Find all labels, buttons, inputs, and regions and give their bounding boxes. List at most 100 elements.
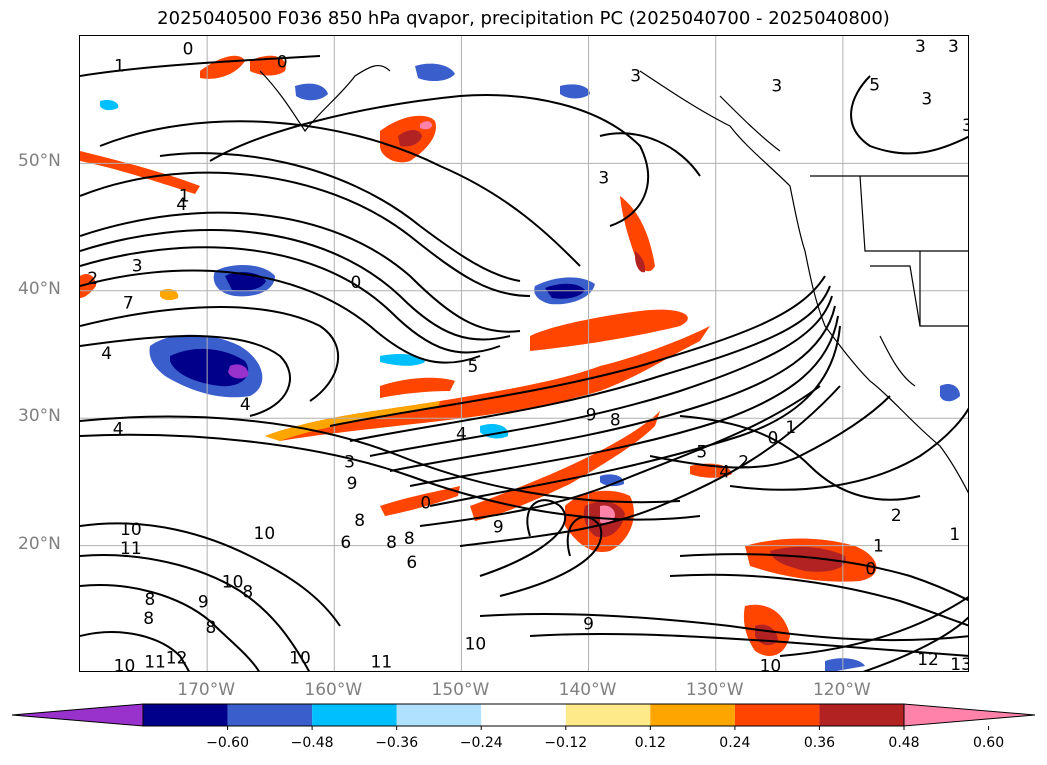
contour-value-label: 10 <box>289 649 311 669</box>
contour-value-label: 3 <box>132 256 143 276</box>
contour-value-label: 3 <box>948 37 959 57</box>
longitude-label: 170°W <box>177 680 236 700</box>
contour-value-label: 11 <box>120 539 142 559</box>
colorbar-extend-max <box>903 703 1036 727</box>
colorbar-tick-label: −0.36 <box>375 735 419 751</box>
contour-value-label: 9 <box>198 593 209 613</box>
colorbar-tick-label: −0.12 <box>544 735 588 751</box>
contour-value-label: 2 <box>738 453 749 473</box>
qvapor-contours <box>80 55 968 671</box>
contour-value-label: 5 <box>696 442 707 462</box>
colorbar-extend-min <box>11 703 144 727</box>
latitude-label: 40°N <box>18 278 61 299</box>
colorbar-segment <box>734 704 820 726</box>
longitude-label: 160°W <box>304 680 363 700</box>
contour-value-label: 9 <box>493 517 504 537</box>
contour-value-label: 0 <box>183 40 194 60</box>
contour-value-label: 12 <box>166 649 188 669</box>
map-canvas: 1001423740454439335333339854201211009888… <box>80 36 969 672</box>
longitude-label: 120°W <box>812 680 871 700</box>
contour-value-label: 3 <box>598 168 609 188</box>
colorbar-tick-label: −0.60 <box>206 735 249 751</box>
colorbar-tick-label: −0.24 <box>459 735 503 751</box>
contour-value-label: 3 <box>921 89 932 109</box>
contour-value-label: 6 <box>340 533 351 553</box>
contour-value-label: 4 <box>101 344 112 364</box>
colorbar-tick-label: −0.48 <box>290 735 334 751</box>
colorbar-segment <box>396 704 482 726</box>
contour-value-label: 1 <box>785 418 796 438</box>
contour-value-label: 4 <box>240 395 251 415</box>
contour-value-label: 4 <box>176 195 187 215</box>
contour-value-label: 1 <box>949 525 960 545</box>
contour-value-label: 6 <box>406 553 417 573</box>
colorbar-tick-label: 0.36 <box>803 735 836 751</box>
longitude-label: 130°W <box>685 680 744 700</box>
contour-value-label: 0 <box>865 560 876 580</box>
contour-value-label: 3 <box>344 453 355 473</box>
colorbar-segment <box>565 704 651 726</box>
contour-value-label: 3 <box>915 37 926 57</box>
colorbar-tick-label: 0.12 <box>634 735 666 751</box>
contour-value-label: 9 <box>586 405 597 425</box>
contour-value-label: 1 <box>114 56 125 76</box>
coastline <box>259 64 968 494</box>
colorbar-outline <box>142 703 905 727</box>
contour-value-label: 3 <box>771 77 782 97</box>
colorbar-tick-label: 0.48 <box>888 735 920 751</box>
colorbar-segment <box>312 704 397 726</box>
contour-value-label: 3 <box>962 116 969 136</box>
colorbar-segment <box>227 704 313 726</box>
contour-value-label: 9 <box>583 614 594 634</box>
contour-value-label: 10 <box>114 656 136 672</box>
contour-value-label: 4 <box>719 463 730 483</box>
precipitation-fills <box>80 55 960 671</box>
chart-title: 2025040500 F036 850 hPa qvapor, precipit… <box>157 8 890 29</box>
contour-value-label: 8 <box>354 511 365 531</box>
colorbar-segment <box>481 704 566 726</box>
contour-value-label: 1 <box>873 537 884 557</box>
colorbar-tick-label: 0.24 <box>719 735 751 751</box>
contour-value-label: 0 <box>420 493 431 513</box>
contour-value-label: 5 <box>869 75 880 95</box>
contour-value-label: 11 <box>144 653 166 672</box>
map-panel: 1001423740454439335333339854201211009888… <box>79 35 969 672</box>
contour-value-label: 13 <box>950 655 969 672</box>
contour-value-label: 1 <box>179 186 190 206</box>
contour-value-label: 5 <box>467 357 478 377</box>
contour-value-label: 8 <box>386 533 397 553</box>
contour-value-label: 11 <box>371 653 393 672</box>
contour-value-label: 0 <box>350 273 361 293</box>
contour-value-label: 8 <box>145 590 156 610</box>
colorbar <box>11 703 1036 730</box>
latitude-label: 50°N <box>18 151 61 172</box>
contour-labels: 1001423740454439335333339854201211009888… <box>87 37 969 672</box>
contour-value-label: 8 <box>610 410 621 430</box>
contour-value-label: 10 <box>465 635 487 655</box>
graticule <box>80 36 968 671</box>
contour-value-label: 3 <box>630 66 641 86</box>
latitude-label: 20°N <box>18 533 61 554</box>
contour-value-label: 2 <box>891 506 902 526</box>
contour-value-label: 12 <box>917 650 939 670</box>
contour-value-label: 8 <box>143 609 154 629</box>
contour-value-label: 7 <box>123 293 134 313</box>
colorbar-tick-label: 0.60 <box>972 735 1005 751</box>
contour-value-label: 10 <box>760 656 782 672</box>
contour-value-label: 10 <box>254 524 276 544</box>
contour-value-label: 9 <box>347 474 358 494</box>
longitude-label: 150°W <box>431 680 490 700</box>
contour-value-label: 0 <box>277 52 288 72</box>
colorbar-segment <box>143 704 228 726</box>
latitude-label: 30°N <box>18 406 61 427</box>
colorbar-segment <box>650 704 735 726</box>
contour-value-label: 0 <box>768 428 779 448</box>
longitude-label: 140°W <box>558 680 617 700</box>
contour-value-label: 8 <box>242 582 253 602</box>
contour-value-label: 8 <box>206 618 217 638</box>
contour-value-label: 8 <box>404 529 415 549</box>
contour-value-label: 4 <box>113 419 124 439</box>
contour-value-label: 2 <box>87 269 98 289</box>
contour-value-label: 10 <box>222 572 244 592</box>
colorbar-segment <box>819 704 904 726</box>
